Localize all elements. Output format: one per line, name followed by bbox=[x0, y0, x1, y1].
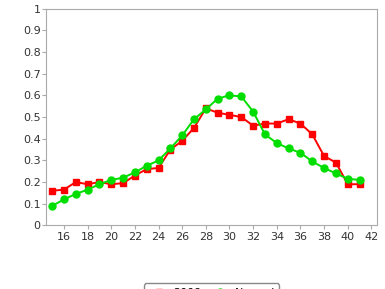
Normal bbox=[286, 147, 291, 150]
Normal bbox=[156, 159, 161, 162]
2009 bbox=[275, 122, 279, 125]
2009 bbox=[345, 183, 350, 186]
2009 bbox=[215, 111, 220, 114]
Normal bbox=[168, 147, 172, 150]
2009 bbox=[168, 148, 172, 151]
Normal bbox=[180, 134, 184, 137]
2009 bbox=[192, 126, 196, 129]
2009 bbox=[62, 188, 66, 191]
Line: Normal: Normal bbox=[49, 92, 363, 210]
2009 bbox=[204, 107, 208, 110]
2009 bbox=[357, 183, 362, 186]
Normal bbox=[50, 204, 54, 208]
2009 bbox=[239, 115, 244, 119]
Normal bbox=[322, 166, 326, 170]
2009 bbox=[156, 166, 161, 170]
Normal bbox=[310, 160, 315, 163]
2009 bbox=[227, 113, 232, 116]
Normal bbox=[192, 117, 196, 121]
Normal bbox=[345, 177, 350, 181]
Normal bbox=[74, 192, 78, 196]
Normal bbox=[215, 97, 220, 100]
2009 bbox=[109, 183, 114, 186]
Normal bbox=[85, 188, 90, 191]
Normal bbox=[97, 183, 102, 186]
Normal bbox=[204, 108, 208, 111]
Normal bbox=[132, 171, 137, 174]
Normal bbox=[227, 94, 232, 97]
2009 bbox=[251, 124, 256, 127]
Normal bbox=[298, 151, 303, 155]
Legend: 2009, Normal: 2009, Normal bbox=[144, 283, 280, 289]
Normal bbox=[263, 133, 267, 136]
2009 bbox=[298, 122, 303, 125]
Line: 2009: 2009 bbox=[49, 105, 363, 194]
2009 bbox=[132, 174, 137, 177]
2009 bbox=[310, 133, 315, 136]
2009 bbox=[180, 139, 184, 143]
2009 bbox=[286, 117, 291, 121]
2009 bbox=[322, 154, 326, 158]
Normal bbox=[275, 141, 279, 145]
Normal bbox=[357, 178, 362, 182]
Normal bbox=[121, 176, 126, 179]
2009 bbox=[333, 161, 338, 164]
2009 bbox=[74, 180, 78, 184]
Normal bbox=[333, 172, 338, 175]
2009 bbox=[50, 189, 54, 192]
Normal bbox=[239, 95, 244, 98]
2009 bbox=[144, 167, 149, 171]
2009 bbox=[121, 181, 126, 185]
2009 bbox=[97, 180, 102, 184]
2009 bbox=[85, 183, 90, 186]
2009 bbox=[263, 122, 267, 125]
Normal bbox=[144, 164, 149, 168]
Normal bbox=[109, 178, 114, 182]
Normal bbox=[251, 110, 256, 113]
Normal bbox=[62, 198, 66, 201]
